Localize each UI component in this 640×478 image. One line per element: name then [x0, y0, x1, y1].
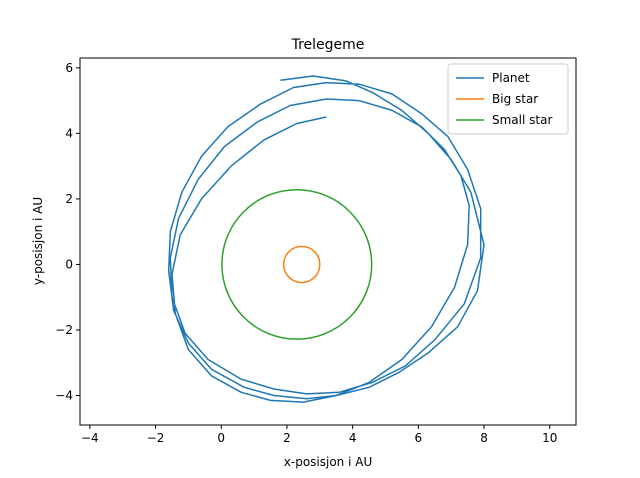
x-tick-label: 6	[415, 431, 423, 445]
series-line-planet	[167, 75, 485, 403]
y-tick-label: 2	[65, 192, 73, 206]
legend-entry-small-star: Small star	[492, 113, 552, 127]
x-axis-label: x-posisjon i AU	[284, 455, 372, 469]
x-tick-label: 8	[480, 431, 488, 445]
y-tick-label: −2	[55, 323, 73, 337]
legend-entry-big-star: Big star	[492, 92, 538, 106]
x-tick-label: 4	[349, 431, 357, 445]
y-axis-label: y-posisjon i AU	[31, 197, 45, 285]
x-tick-label: 10	[542, 431, 557, 445]
legend-box	[447, 63, 569, 135]
plot-frame	[79, 57, 577, 426]
legend-entry-planet: Planet	[492, 71, 530, 85]
y-axis: −4 −2 0 2 4 6	[55, 61, 80, 403]
x-axis: −4 −2 0 2 4 6 8 10	[81, 425, 557, 445]
y-tick-label: 0	[65, 257, 73, 271]
legend: Planet Big star Small star	[447, 63, 569, 135]
y-tick-label: −4	[55, 389, 73, 403]
y-tick-label: 6	[65, 61, 73, 75]
x-tick-label: −4	[81, 431, 99, 445]
series-line-big-star	[282, 245, 321, 284]
x-tick-label: 2	[283, 431, 291, 445]
y-tick-label: 4	[65, 126, 73, 140]
x-tick-label: −2	[147, 431, 165, 445]
series-layer	[167, 75, 485, 403]
chart-title: Trelegeme	[291, 37, 365, 53]
series-line-small-star	[221, 188, 373, 340]
x-tick-label: 0	[217, 431, 225, 445]
